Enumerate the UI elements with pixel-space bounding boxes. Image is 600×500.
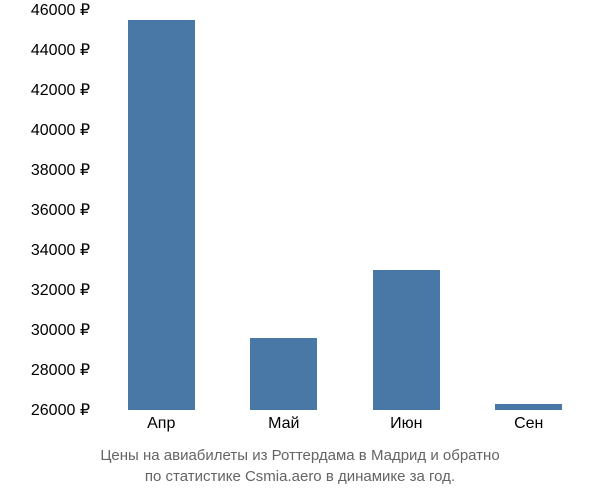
y-tick-label: 30000 ₽: [31, 320, 90, 340]
x-tick-label: Май: [268, 415, 299, 433]
caption-line-1: Цены на авиабилеты из Роттердама в Мадри…: [100, 447, 499, 464]
bar-Апр: [128, 20, 195, 410]
x-tick-label: Июн: [390, 415, 422, 433]
bar-Май: [250, 338, 317, 410]
caption-line-2: по статистике Csmia.aero в динамике за г…: [145, 468, 455, 485]
y-tick-label: 42000 ₽: [31, 80, 90, 100]
y-tick-label: 34000 ₽: [31, 240, 90, 260]
x-tick-label: Апр: [147, 415, 175, 433]
y-axis: 26000 ₽28000 ₽30000 ₽32000 ₽34000 ₽36000…: [0, 10, 95, 410]
y-tick-label: 26000 ₽: [31, 400, 90, 420]
price-chart: 26000 ₽ 28000 ₽ 30000 ₽ 32000 ₽ 34000 ₽ 36000…: [0, 0, 600, 500]
y-tick-label: 44000 ₽: [31, 40, 90, 60]
y-tick-label: 46000 ₽: [31, 0, 90, 20]
y-tick-label: 28000 ₽: [31, 360, 90, 380]
y-tick-label: 38000 ₽: [31, 160, 90, 180]
y-tick-label: 32000 ₽: [31, 280, 90, 300]
bar-Июн: [373, 270, 440, 410]
chart-caption: Цены на авиабилеты из Роттердама в Мадри…: [0, 445, 600, 487]
y-tick-label: 36000 ₽: [31, 200, 90, 220]
x-tick-label: Сен: [514, 415, 543, 433]
plot-area: [100, 10, 590, 410]
y-tick-label: 40000 ₽: [31, 120, 90, 140]
x-axis: Апр Май Июн Сен: [100, 415, 590, 440]
bar-Сен: [495, 404, 562, 410]
